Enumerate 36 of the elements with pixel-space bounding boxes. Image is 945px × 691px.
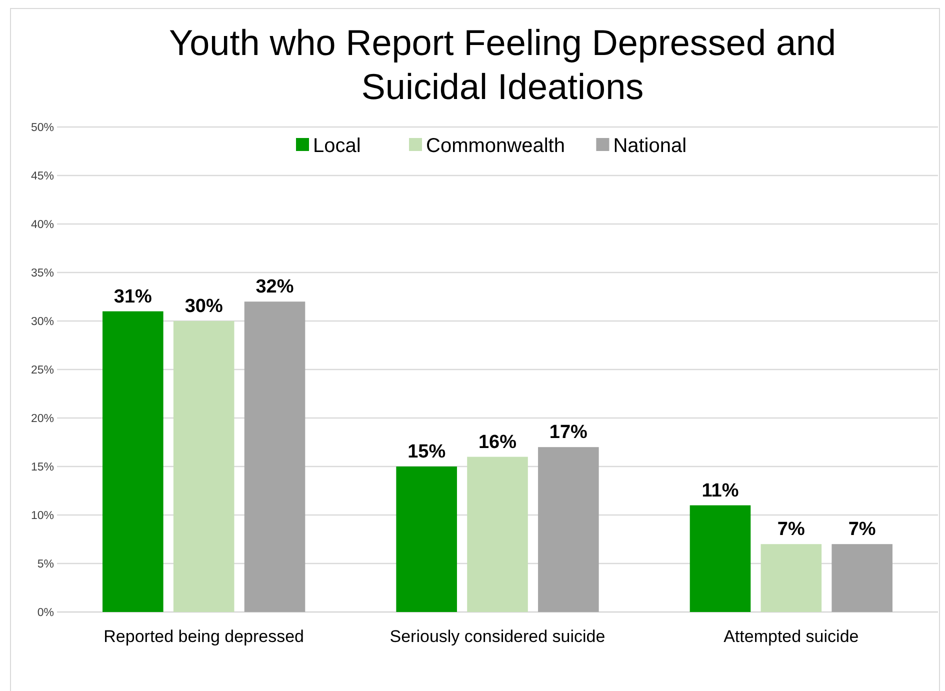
bar <box>102 311 164 612</box>
bar <box>690 505 751 612</box>
legend-label: Local <box>313 135 361 157</box>
data-label: 31% <box>114 286 152 308</box>
bar <box>467 456 528 612</box>
data-label: 17% <box>549 422 588 444</box>
y-tick-label: 45% <box>30 170 54 183</box>
y-tick-label: 40% <box>30 219 54 232</box>
bar <box>244 302 306 612</box>
data-label: 11% <box>702 480 739 502</box>
bar <box>760 544 822 612</box>
bar <box>538 447 599 612</box>
x-tick-label: Attempted suicide <box>724 627 859 646</box>
y-tick-label: 5% <box>37 558 54 571</box>
x-tick-label: Reported being depressed <box>104 627 304 646</box>
bar <box>396 466 457 612</box>
chart-title: Youth who Report Feeling Depressed and Suicidal Ideations <box>168 22 836 107</box>
bar <box>832 544 892 612</box>
data-label: 7% <box>777 519 805 540</box>
y-tick-label: 0% <box>37 607 54 620</box>
y-tick-label: 15% <box>30 462 54 474</box>
data-label: 32% <box>256 276 294 298</box>
y-tick-label: 35% <box>30 268 54 280</box>
legend-label: National <box>613 135 687 157</box>
x-tick-label: Seriously considered suicide <box>390 627 606 646</box>
y-tick-label: 10% <box>30 510 54 522</box>
data-label: 16% <box>478 432 517 453</box>
y-tick-label: 20% <box>30 413 54 426</box>
y-tick-label: 25% <box>30 364 54 377</box>
data-label: 30% <box>184 296 223 317</box>
bar <box>173 321 234 612</box>
y-tick-label: 30% <box>30 316 54 328</box>
data-label: 15% <box>408 442 446 462</box>
legend-label: Commonwealth <box>426 135 565 157</box>
y-tick-label: 50% <box>30 122 54 134</box>
data-label: 7% <box>848 519 876 540</box>
